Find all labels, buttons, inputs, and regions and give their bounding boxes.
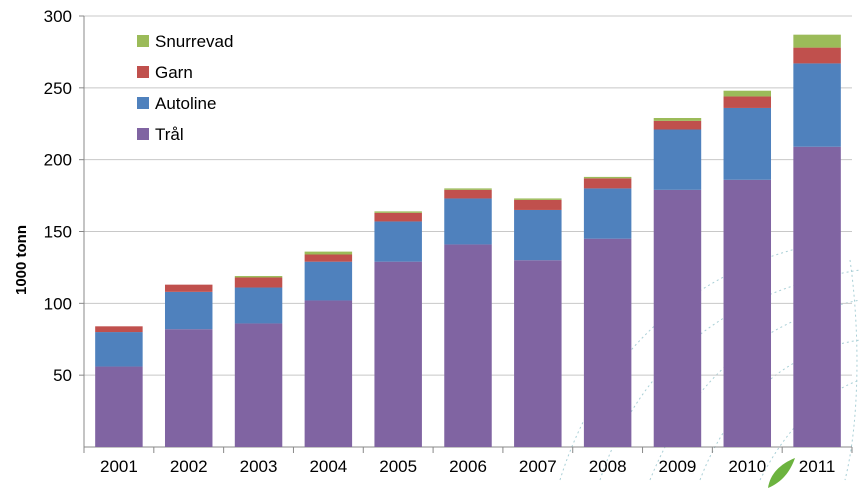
bar-autoline-2005 [374, 221, 422, 262]
legend-swatch [137, 128, 149, 140]
y-tick-label: 50 [53, 366, 72, 385]
bar-tr-l-2001 [95, 366, 143, 447]
x-tick-label: 2001 [100, 457, 138, 476]
bar-tr-l-2010 [723, 179, 772, 447]
bar-tr-l-2011 [793, 146, 841, 447]
x-tick-label: 2009 [659, 457, 697, 476]
bar-garn-2008 [583, 178, 632, 189]
x-tick-label: 2005 [379, 457, 417, 476]
legend-swatch [137, 66, 149, 78]
bar-snurrevad-2010 [723, 90, 772, 97]
bar-autoline-2011 [793, 63, 841, 147]
bar-tr-l-2002 [164, 329, 213, 447]
legend-label: Trål [155, 125, 184, 144]
y-tick-label: 150 [44, 223, 72, 242]
x-tick-label: 2004 [309, 457, 347, 476]
bar-garn-2003 [234, 277, 283, 288]
bar-garn-2009 [653, 120, 702, 130]
x-tick-label: 2008 [589, 457, 627, 476]
y-tick-label: 200 [44, 151, 72, 170]
bar-snurrevad-2011 [793, 34, 841, 48]
x-tick-label: 2007 [519, 457, 557, 476]
y-axis-title: 1000 tonn [13, 225, 30, 295]
bar-autoline-2002 [164, 291, 213, 330]
bar-garn-2004 [304, 254, 353, 262]
bar-autoline-2004 [304, 261, 353, 301]
bar-tr-l-2006 [444, 244, 492, 447]
bar-snurrevad-2003 [234, 276, 283, 278]
bar-autoline-2006 [444, 198, 492, 245]
y-tick-label: 250 [44, 79, 72, 98]
x-tick-label: 2003 [240, 457, 278, 476]
bar-garn-2006 [444, 189, 492, 199]
legend-swatch [137, 97, 149, 109]
y-tick-label: 300 [44, 7, 72, 26]
x-tick-label: 2002 [170, 457, 208, 476]
bar-tr-l-2009 [653, 189, 702, 447]
y-tick-label: 100 [44, 294, 72, 313]
legend-label: Autoline [155, 94, 216, 113]
legend-label: Garn [155, 63, 193, 82]
bar-autoline-2007 [514, 209, 562, 261]
bar-autoline-2003 [234, 287, 283, 324]
bar-snurrevad-2004 [304, 251, 353, 255]
legend-swatch [137, 35, 149, 47]
bar-tr-l-2004 [304, 300, 353, 447]
bar-autoline-2010 [723, 107, 772, 180]
bar-autoline-2001 [95, 332, 143, 367]
x-tick-label: 2011 [799, 457, 836, 476]
bar-garn-2010 [723, 96, 772, 108]
bar-tr-l-2008 [583, 238, 632, 447]
bar-snurrevad-2009 [653, 118, 702, 121]
bar-snurrevad-2007 [514, 198, 562, 200]
bar-snurrevad-2006 [444, 188, 492, 190]
bar-garn-2005 [374, 212, 422, 222]
leaf-icon [768, 458, 795, 488]
bar-garn-2011 [793, 47, 841, 64]
bars [95, 34, 841, 447]
bar-garn-2007 [514, 199, 562, 210]
bar-snurrevad-2008 [583, 176, 632, 179]
bar-autoline-2008 [583, 188, 632, 239]
bar-garn-2001 [95, 326, 143, 333]
legend: Snurrevad Garn Autoline Trål [137, 32, 233, 144]
bar-garn-2002 [164, 284, 213, 292]
bar-tr-l-2003 [234, 323, 283, 447]
bar-tr-l-2007 [514, 260, 562, 447]
bar-tr-l-2005 [374, 261, 422, 447]
bar-autoline-2009 [653, 129, 702, 190]
bar-snurrevad-2005 [374, 211, 422, 213]
x-tick-label: 2010 [728, 457, 766, 476]
x-tick-labels: 2001 2002 2003 2004 2005 2006 2007 2008 2009 2010… [100, 457, 835, 476]
legend-label: Snurrevad [155, 32, 233, 51]
y-tick-labels: 50 100 150 200 250 300 [44, 7, 72, 385]
x-tick-label: 2006 [449, 457, 487, 476]
